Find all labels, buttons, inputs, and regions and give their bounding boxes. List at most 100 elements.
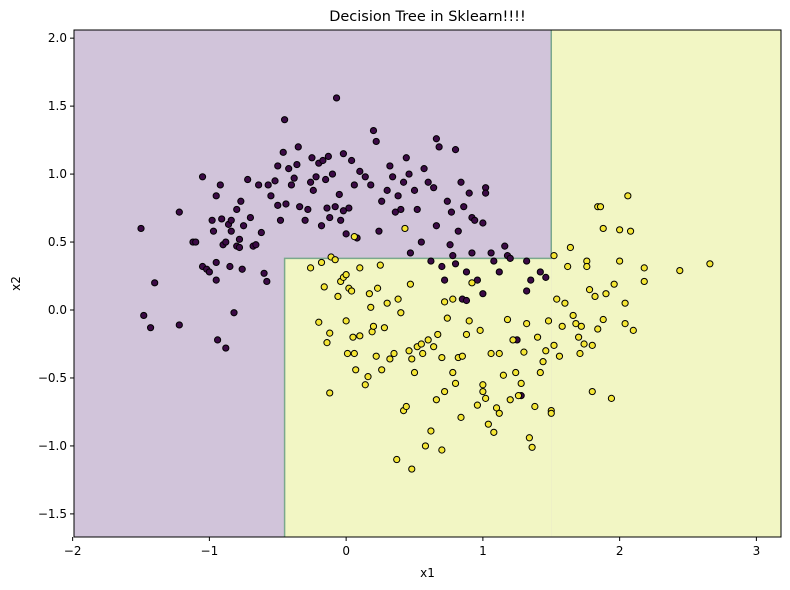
data-point-class-0 bbox=[227, 216, 235, 224]
data-point-class-1 bbox=[525, 434, 533, 442]
data-point-class-1 bbox=[626, 227, 635, 235]
data-point-class-0 bbox=[216, 181, 224, 189]
data-point-class-1 bbox=[424, 336, 432, 344]
data-point-class-0 bbox=[449, 252, 457, 260]
data-point-class-0 bbox=[432, 222, 440, 230]
data-point-class-1 bbox=[544, 317, 553, 325]
data-point-class-0 bbox=[331, 203, 339, 211]
data-point-class-0 bbox=[281, 116, 289, 124]
decision-boundary bbox=[283, 30, 553, 537]
data-point-class-1 bbox=[457, 413, 465, 421]
data-point-class-0 bbox=[274, 201, 282, 209]
data-point-class-1 bbox=[482, 394, 490, 402]
data-point-class-0 bbox=[424, 178, 432, 186]
data-point-class-0 bbox=[239, 222, 248, 230]
data-point-class-0 bbox=[406, 249, 415, 257]
data-point-class-0 bbox=[495, 268, 503, 276]
data-point-class-1 bbox=[440, 298, 449, 306]
data-point-class-1 bbox=[365, 290, 373, 298]
data-point-class-1 bbox=[406, 280, 415, 288]
data-point-class-0 bbox=[536, 268, 544, 276]
data-point-class-1 bbox=[451, 379, 460, 387]
data-point-class-1 bbox=[577, 322, 585, 330]
data-point-class-0 bbox=[264, 181, 272, 189]
data-point-class-0 bbox=[527, 276, 535, 284]
data-point-class-0 bbox=[319, 156, 327, 165]
data-point-class-0 bbox=[417, 238, 425, 246]
x-axis-label: x1 bbox=[420, 566, 435, 580]
data-point-class-1 bbox=[376, 261, 384, 269]
data-point-class-0 bbox=[252, 241, 260, 249]
data-point-class-0 bbox=[430, 184, 438, 192]
data-point-class-1 bbox=[473, 401, 482, 409]
data-point-class-0 bbox=[267, 192, 275, 200]
y-tick-label: −1.0 bbox=[38, 439, 67, 453]
data-point-class-0 bbox=[482, 189, 490, 197]
data-point-class-0 bbox=[473, 276, 482, 284]
data-point-class-0 bbox=[324, 152, 332, 161]
data-point-class-0 bbox=[375, 227, 383, 235]
data-point-class-1 bbox=[468, 279, 476, 287]
data-point-class-0 bbox=[435, 143, 443, 151]
data-point-class-1 bbox=[364, 373, 372, 381]
data-point-class-0 bbox=[410, 186, 419, 194]
data-point-class-1 bbox=[334, 292, 342, 301]
x-tick-label: −2 bbox=[64, 544, 82, 558]
data-point-class-1 bbox=[343, 349, 352, 358]
data-point-class-1 bbox=[594, 325, 602, 333]
data-point-class-0 bbox=[237, 197, 245, 205]
data-point-class-1 bbox=[599, 315, 607, 324]
data-point-class-1 bbox=[547, 409, 555, 417]
data-point-class-1 bbox=[378, 366, 386, 374]
data-point-class-1 bbox=[676, 266, 684, 275]
data-point-class-1 bbox=[432, 396, 440, 404]
data-point-class-0 bbox=[209, 227, 218, 235]
data-point-class-0 bbox=[198, 173, 207, 181]
data-point-class-0 bbox=[222, 344, 230, 352]
data-point-class-1 bbox=[479, 381, 487, 389]
data-point-class-1 bbox=[495, 349, 503, 358]
data-point-class-0 bbox=[447, 208, 456, 216]
data-point-class-1 bbox=[401, 224, 409, 233]
data-point-class-1 bbox=[408, 465, 416, 473]
data-point-class-0 bbox=[328, 170, 337, 178]
y-tick-label: 0.5 bbox=[48, 235, 67, 249]
data-point-class-1 bbox=[550, 341, 558, 349]
x-tick-label: 2 bbox=[616, 544, 624, 558]
data-point-class-1 bbox=[629, 326, 637, 334]
data-point-class-0 bbox=[345, 204, 353, 212]
data-point-class-1 bbox=[350, 349, 358, 358]
data-point-class-0 bbox=[175, 208, 183, 216]
data-point-class-1 bbox=[383, 299, 391, 307]
data-point-class-0 bbox=[427, 257, 435, 265]
data-point-class-0 bbox=[175, 321, 183, 329]
data-point-class-1 bbox=[408, 355, 416, 363]
data-point-class-1 bbox=[402, 402, 410, 411]
data-point-class-0 bbox=[399, 178, 408, 186]
data-point-class-0 bbox=[440, 276, 449, 284]
data-point-class-1 bbox=[640, 277, 648, 286]
data-point-class-1 bbox=[588, 387, 596, 396]
data-point-class-1 bbox=[640, 264, 648, 272]
data-point-class-1 bbox=[326, 389, 334, 397]
data-point-class-0 bbox=[394, 192, 402, 200]
x-tick-label: 1 bbox=[479, 544, 487, 558]
data-point-class-1 bbox=[349, 333, 357, 341]
data-point-class-1 bbox=[342, 271, 350, 279]
data-point-class-0 bbox=[323, 204, 331, 212]
data-point-class-1 bbox=[326, 329, 334, 337]
data-point-class-1 bbox=[438, 353, 446, 362]
data-point-class-0 bbox=[274, 162, 282, 170]
data-point-class-0 bbox=[391, 208, 399, 216]
data-point-class-0 bbox=[137, 224, 145, 233]
data-point-class-0 bbox=[501, 242, 509, 250]
data-point-class-1 bbox=[621, 299, 629, 307]
data-point-class-1 bbox=[591, 292, 599, 301]
data-point-class-0 bbox=[397, 205, 405, 214]
data-point-class-0 bbox=[146, 324, 155, 332]
data-point-class-0 bbox=[506, 254, 514, 262]
data-point-class-0 bbox=[235, 243, 244, 252]
data-point-class-1 bbox=[348, 287, 356, 295]
data-point-class-1 bbox=[572, 320, 580, 328]
data-point-class-0 bbox=[192, 238, 200, 246]
